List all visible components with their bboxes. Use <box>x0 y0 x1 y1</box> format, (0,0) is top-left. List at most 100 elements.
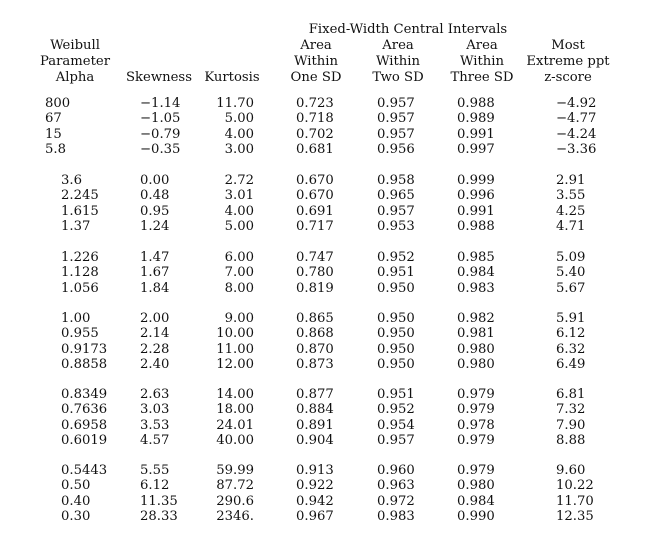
cell-z-score: −3.36 <box>556 142 597 158</box>
cell-kurtosis: 40.00 <box>216 433 254 449</box>
table-row: 1.615 0.95 4.00 0.691 0.957 0.991 4.25 <box>0 204 659 219</box>
header-span-title: Fixed-Width Central Intervals <box>308 22 508 37</box>
cell-one-sd: 0.922 <box>296 478 334 494</box>
cell-three-sd: 0.983 <box>457 280 495 296</box>
cell-kurtosis: 2.72 <box>224 173 254 188</box>
cell-alpha: 5.8 <box>45 142 66 158</box>
cell-skewness: 6.12 <box>140 478 170 494</box>
cell-skewness: −0.35 <box>140 142 181 158</box>
cell-z-score: 6.12 <box>556 326 586 342</box>
cell-two-sd: 0.957 <box>377 203 415 219</box>
table-row: 0.7636 3.03 18.00 0.884 0.952 0.979 7.32 <box>0 402 659 417</box>
cell-two-sd: 0.950 <box>377 311 415 326</box>
header-alpha-line2: Parameter <box>39 54 111 69</box>
cell-three-sd: 0.988 <box>457 219 495 235</box>
cell-z-score: 11.70 <box>556 493 594 509</box>
cell-skewness: 4.57 <box>140 433 170 449</box>
cell-kurtosis: 2346. <box>216 509 254 525</box>
cell-one-sd: 0.723 <box>296 96 334 111</box>
table-row: 3.6 0.00 2.72 0.670 0.958 0.999 2.91 <box>0 173 659 188</box>
cell-kurtosis: 290.6 <box>216 493 254 509</box>
cell-one-sd: 0.670 <box>296 173 334 188</box>
table-row: 1.37 1.24 5.00 0.717 0.953 0.988 4.71 <box>0 219 659 234</box>
cell-z-score: 6.49 <box>556 357 586 373</box>
cell-kurtosis: 3.00 <box>224 142 254 158</box>
cell-two-sd: 0.983 <box>377 509 415 525</box>
cell-two-sd: 0.965 <box>377 188 415 204</box>
cell-alpha: 0.955 <box>61 326 99 342</box>
cell-alpha: 1.226 <box>61 250 99 265</box>
header-alpha-line1: Weibull <box>50 38 100 53</box>
cell-three-sd: 0.996 <box>457 188 495 204</box>
cell-z-score: 3.55 <box>556 188 586 204</box>
cell-z-score: 5.67 <box>556 280 586 296</box>
cell-alpha: 800 <box>45 96 71 111</box>
cell-three-sd: 0.988 <box>457 96 495 111</box>
cell-alpha: 15 <box>45 126 62 142</box>
cell-one-sd: 0.873 <box>296 357 334 373</box>
cell-one-sd: 0.942 <box>296 493 334 509</box>
cell-three-sd: 0.991 <box>457 203 495 219</box>
cell-one-sd: 0.904 <box>296 433 334 449</box>
cell-alpha: 0.5443 <box>61 463 108 478</box>
cell-skewness: 0.00 <box>140 173 170 188</box>
cell-two-sd: 0.950 <box>377 341 415 357</box>
cell-one-sd: 0.819 <box>296 280 334 296</box>
header-three-sd: Area Within Three SD <box>442 38 522 86</box>
cell-three-sd: 0.990 <box>457 509 495 525</box>
table-row: 0.30 28.33 2346. 0.967 0.983 0.990 12.35 <box>0 509 659 524</box>
cell-one-sd: 0.691 <box>296 203 334 219</box>
cell-three-sd: 0.980 <box>457 357 495 373</box>
cell-three-sd: 0.979 <box>457 463 495 478</box>
cell-z-score: −4.77 <box>556 111 597 127</box>
cell-three-sd: 0.979 <box>457 433 495 449</box>
cell-alpha: 0.30 <box>61 509 91 525</box>
cell-z-score: 4.25 <box>556 203 586 219</box>
cell-z-score: 5.91 <box>556 311 586 326</box>
cell-one-sd: 0.702 <box>296 126 334 142</box>
cell-two-sd: 0.957 <box>377 433 415 449</box>
cell-two-sd: 0.950 <box>377 280 415 296</box>
header-one-sd: Area Within One SD <box>280 38 352 86</box>
cell-one-sd: 0.717 <box>296 219 334 235</box>
cell-kurtosis: 7.00 <box>224 265 254 281</box>
cell-three-sd: 0.984 <box>457 265 495 281</box>
cell-three-sd: 0.989 <box>457 111 495 127</box>
table-row: 0.8858 2.40 12.00 0.873 0.950 0.980 6.49 <box>0 357 659 372</box>
header-two-line2: Within <box>375 54 421 69</box>
table-row: 0.6958 3.53 24.01 0.891 0.954 0.978 7.90 <box>0 418 659 433</box>
cell-two-sd: 0.957 <box>377 96 415 111</box>
cell-kurtosis: 12.00 <box>216 357 254 373</box>
cell-kurtosis: 10.00 <box>216 326 254 342</box>
table-row: 0.955 2.14 10.00 0.868 0.950 0.981 6.12 <box>0 326 659 341</box>
cell-z-score: −4.24 <box>556 126 597 142</box>
cell-skewness: 11.35 <box>140 493 178 509</box>
cell-alpha: 1.128 <box>61 265 99 281</box>
cell-two-sd: 0.952 <box>377 250 415 265</box>
cell-skewness: 3.03 <box>140 402 170 418</box>
cell-three-sd: 0.981 <box>457 326 495 342</box>
cell-three-sd: 0.991 <box>457 126 495 142</box>
header-alpha: Weibull Parameter Alpha <box>30 38 120 86</box>
header-one-line3: One SD <box>290 70 342 85</box>
cell-alpha: 0.6958 <box>61 417 108 433</box>
cell-alpha: 0.8858 <box>61 357 108 373</box>
cell-skewness: 1.84 <box>140 280 170 296</box>
cell-kurtosis: 14.00 <box>216 387 254 402</box>
cell-skewness: −1.05 <box>140 111 181 127</box>
cell-kurtosis: 9.00 <box>224 311 254 326</box>
cell-one-sd: 0.913 <box>296 463 334 478</box>
table-row: 1.226 1.47 6.00 0.747 0.952 0.985 5.09 <box>0 250 659 265</box>
cell-one-sd: 0.865 <box>296 311 334 326</box>
header-three-line3: Three SD <box>450 70 514 85</box>
table-row: 2.245 0.48 3.01 0.670 0.965 0.996 3.55 <box>0 188 659 203</box>
header-one-line1: Area <box>300 38 332 53</box>
cell-z-score: 9.60 <box>556 463 586 478</box>
header-z-line3: z-score <box>544 70 592 85</box>
cell-z-score: 10.22 <box>556 478 594 494</box>
cell-one-sd: 0.718 <box>296 111 334 127</box>
cell-three-sd: 0.984 <box>457 493 495 509</box>
cell-three-sd: 0.985 <box>457 250 495 265</box>
cell-z-score: 8.88 <box>556 433 586 449</box>
